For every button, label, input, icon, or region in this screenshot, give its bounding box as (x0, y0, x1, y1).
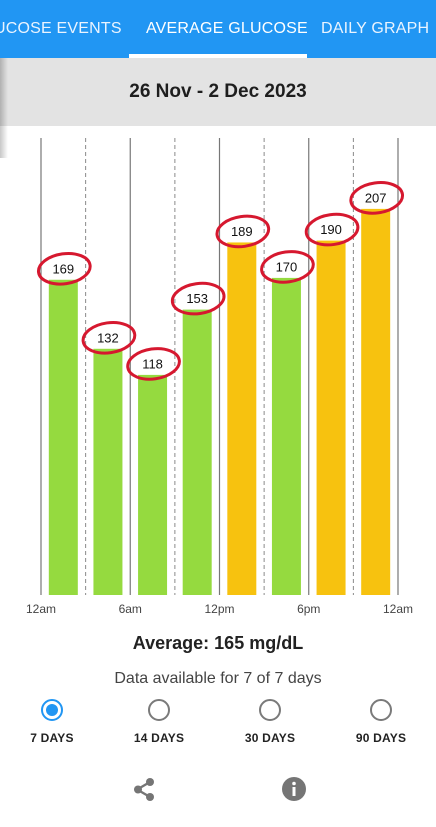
chart-value-labels: 169 132 118 153 189 170 190 207 (52, 190, 386, 371)
x-tick-label: 12pm (204, 602, 234, 616)
red-circle-annotation (170, 281, 226, 316)
red-circle-annotation (126, 347, 181, 381)
red-circle-annotation (304, 212, 360, 247)
time-range-selector: 7 DAYS 14 DAYS 30 DAYS 90 DAYS (0, 697, 436, 757)
data-availability-text: Data available for 7 of 7 days (114, 670, 322, 687)
range-option-label: 14 DAYS (133, 731, 185, 745)
bar-value-label: 207 (365, 190, 387, 205)
drawer-edge-shadow (0, 58, 8, 158)
range-option-90-days[interactable]: 90 DAYS (331, 697, 431, 753)
x-tick-label: 12am (383, 602, 413, 616)
share-icon[interactable] (129, 775, 159, 805)
bar (227, 242, 257, 595)
bar (316, 240, 346, 595)
red-circle-annotation (349, 181, 405, 215)
bar-value-label: 169 (52, 261, 74, 276)
bar (48, 279, 78, 595)
bar-value-label: 132 (97, 330, 119, 345)
bar (93, 348, 123, 595)
x-tick-label: 6am (119, 602, 142, 616)
bar-value-label: 118 (142, 356, 163, 371)
red-circle-annotation (215, 214, 271, 249)
bar (138, 374, 168, 595)
radio-unselected-icon[interactable] (370, 699, 392, 721)
tab-glucose-events[interactable]: UCOSE EVENTS (0, 20, 122, 37)
range-option-14-days[interactable]: 14 DAYS (109, 697, 209, 753)
range-option-label: 30 DAYS (244, 731, 296, 745)
red-circle-annotation (81, 320, 137, 355)
tab-average-glucose[interactable]: AVERAGE GLUCOSE (146, 20, 308, 37)
range-option-label: 7 DAYS (30, 731, 74, 745)
tab-bar: UCOSE EVENTS AVERAGE GLUCOSE DAILY GRAPH (0, 0, 436, 58)
radio-unselected-icon[interactable] (259, 699, 281, 721)
x-tick-label: 6pm (297, 602, 320, 616)
red-circle-annotation (36, 251, 92, 286)
bar (361, 208, 391, 595)
selected-tab-indicator (129, 54, 307, 58)
range-option-30-days[interactable]: 30 DAYS (220, 697, 320, 753)
info-icon[interactable] (279, 775, 309, 805)
chart-bars (48, 208, 391, 595)
bar-value-label: 153 (186, 291, 208, 306)
average-glucose-value: Average: 165 mg/dL (132, 633, 304, 653)
bar-value-label: 170 (276, 259, 298, 274)
range-option-label: 90 DAYS (355, 731, 407, 745)
bar-value-label: 189 (231, 224, 253, 239)
date-range-header: 26 Nov - 2 Dec 2023 (0, 58, 436, 126)
bar (182, 309, 212, 595)
tab-daily-graph[interactable]: DAILY GRAPH (321, 20, 430, 37)
radio-unselected-icon[interactable] (148, 699, 170, 721)
x-tick-label: 12am (26, 602, 56, 616)
radio-selected-icon[interactable] (41, 699, 63, 721)
red-circle-annotation (260, 250, 315, 284)
range-option-7-days[interactable]: 7 DAYS (2, 697, 102, 753)
chart-annotations (36, 181, 405, 381)
bar (271, 277, 301, 595)
chart-grid (40, 138, 399, 595)
bar-value-label: 190 (320, 222, 342, 237)
chart-x-ticks: 12am 6am 12pm 6pm 12am (26, 602, 413, 616)
